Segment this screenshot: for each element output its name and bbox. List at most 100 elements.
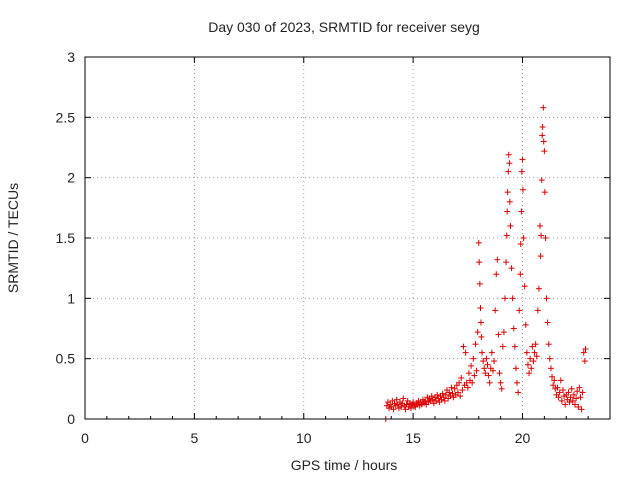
data-point — [428, 393, 435, 400]
data-point — [523, 349, 530, 356]
data-point — [530, 358, 537, 365]
y-tick-label: 2.5 — [56, 109, 76, 125]
data-point — [458, 374, 465, 381]
data-point — [508, 265, 515, 272]
data-point — [446, 389, 453, 396]
data-point — [497, 379, 504, 386]
data-point — [535, 285, 542, 292]
data-point — [451, 385, 458, 392]
data-point — [474, 329, 481, 336]
data-point — [566, 399, 573, 406]
data-point — [522, 321, 529, 328]
data-points — [382, 104, 589, 422]
data-point — [526, 370, 533, 377]
data-point — [509, 295, 516, 302]
y-tick-label: 1.5 — [56, 230, 76, 246]
data-point — [574, 388, 581, 395]
data-point — [504, 189, 511, 196]
data-point — [582, 346, 589, 353]
x-tick-label: 5 — [190, 430, 198, 446]
data-point — [528, 365, 535, 372]
data-point — [442, 391, 449, 398]
data-point — [479, 349, 486, 356]
data-point — [477, 319, 484, 326]
data-point — [517, 271, 524, 278]
data-point — [537, 253, 544, 260]
data-point — [567, 394, 574, 401]
data-point — [538, 177, 545, 184]
data-point — [398, 403, 405, 410]
data-point — [481, 365, 488, 372]
data-point — [457, 393, 464, 400]
data-point — [393, 396, 400, 403]
x-tick-label: 10 — [296, 430, 312, 446]
data-point — [503, 232, 510, 239]
data-point — [539, 132, 546, 139]
data-point — [575, 403, 582, 410]
y-tick-label: 0.5 — [56, 351, 76, 367]
data-point — [503, 259, 510, 266]
data-point — [516, 307, 523, 314]
data-point — [460, 343, 467, 350]
data-point — [448, 384, 455, 391]
data-point — [468, 362, 475, 369]
data-point — [569, 397, 576, 404]
data-point — [482, 370, 489, 377]
data-point — [500, 329, 507, 336]
data-point — [549, 373, 556, 380]
data-point — [557, 377, 564, 384]
data-point — [572, 401, 578, 408]
y-axis-label: SRMTID / TECUs — [5, 183, 21, 293]
data-point — [580, 349, 587, 356]
data-point — [568, 385, 575, 392]
data-point — [519, 186, 526, 193]
data-point — [498, 385, 505, 392]
data-point — [570, 391, 577, 398]
data-point — [463, 379, 470, 386]
data-point — [532, 341, 539, 348]
data-point — [543, 295, 550, 302]
data-point — [492, 307, 499, 314]
data-point — [486, 379, 493, 386]
data-point — [476, 259, 483, 266]
data-point — [540, 138, 547, 145]
data-point — [499, 343, 506, 350]
data-point — [541, 189, 548, 196]
data-point — [496, 370, 503, 377]
data-point — [476, 280, 483, 287]
data-point — [512, 365, 519, 372]
data-point — [506, 160, 513, 167]
data-point — [488, 349, 495, 356]
data-point — [559, 387, 566, 394]
data-point — [529, 343, 536, 350]
data-point — [470, 355, 477, 362]
data-point — [565, 389, 572, 396]
data-point — [400, 395, 407, 402]
data-point — [422, 397, 429, 404]
data-point — [562, 401, 569, 408]
data-point — [402, 406, 409, 413]
data-point — [547, 365, 554, 372]
data-point — [480, 358, 487, 365]
data-point — [510, 325, 517, 332]
data-point — [469, 379, 476, 386]
data-point — [551, 377, 558, 384]
data-point — [578, 406, 585, 413]
data-point — [459, 387, 466, 394]
data-point — [554, 384, 561, 391]
data-point — [483, 355, 490, 362]
x-axis-label: GPS time / hours — [291, 457, 398, 473]
data-point — [472, 341, 479, 348]
data-point — [471, 372, 478, 379]
data-point — [544, 319, 551, 326]
data-point — [484, 361, 491, 368]
data-point — [410, 399, 417, 406]
x-tick-label: 0 — [81, 430, 89, 446]
data-point — [434, 391, 441, 398]
data-point — [485, 372, 492, 379]
data-point — [502, 295, 508, 302]
data-point — [473, 367, 480, 374]
axis-ticks: 0 5 10 15 20 0 0.5 1 1.5 2 2.5 3 — [56, 49, 610, 446]
data-point — [527, 355, 534, 362]
